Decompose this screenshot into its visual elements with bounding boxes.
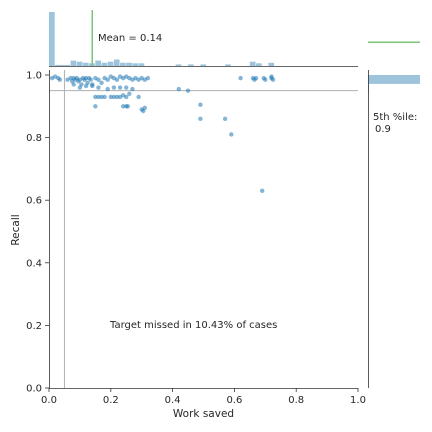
scatter-point — [71, 82, 76, 87]
right-histogram-bar — [368, 75, 420, 84]
scatter-point — [124, 94, 129, 100]
scatter-point — [90, 83, 95, 89]
x-tick-label: 0.0 — [41, 395, 57, 406]
top-histogram-bar — [49, 12, 55, 66]
scatter-point — [176, 86, 181, 92]
top-histogram-bar — [188, 64, 194, 66]
scatter-point — [83, 75, 89, 81]
x-tick-label: 0.6 — [226, 395, 242, 406]
scatter-point — [141, 108, 146, 114]
top-histogram-bar — [256, 63, 262, 66]
top-marginal-histogram: Mean = 0.14 — [49, 10, 358, 67]
top-histogram-bar — [76, 61, 83, 66]
scatter-point — [127, 91, 132, 96]
top-histogram-bar — [107, 61, 114, 66]
scatter-point — [99, 80, 104, 86]
scatter-point — [96, 85, 101, 90]
scatter-point — [222, 116, 228, 122]
scatter-point — [185, 88, 191, 93]
top-histogram-bars — [49, 12, 358, 67]
x-tick-label: 0.2 — [103, 395, 119, 406]
top-histogram-bar — [268, 62, 275, 66]
right-marginal-histogram: 5th %ile: 0.9 — [368, 41, 420, 388]
top-histogram-bar — [225, 64, 231, 66]
right-histogram-bars — [368, 75, 420, 94]
main-scatter-plot: 0.0 0.2 0.4 0.6 0.8 1.0 0.0 0.2 0.4 0.6 0.8 1.0 Wo… — [10, 70, 366, 420]
scatter-point — [77, 85, 83, 90]
top-histogram-bar — [126, 62, 132, 66]
scatter-point — [269, 74, 274, 79]
x-axis-ticks: 0.0 0.2 0.4 0.6 0.8 1.0 — [41, 388, 366, 406]
scatter-point — [114, 94, 120, 100]
top-histogram-bar — [120, 62, 126, 66]
top-histogram-bar — [95, 60, 102, 66]
top-histogram-bar — [132, 63, 139, 66]
scatter-point — [253, 75, 259, 81]
right-percentile-label: 5th %ile: — [373, 112, 417, 123]
scatter-point — [105, 86, 110, 92]
y-tick-label: 0.8 — [26, 133, 42, 144]
scatter-point — [111, 85, 117, 90]
y-tick-label: 0.6 — [26, 196, 42, 207]
scatter-point — [198, 102, 203, 107]
scatter-point — [260, 188, 265, 194]
top-histogram-bar — [82, 62, 89, 66]
x-axis-label: Work saved — [173, 408, 234, 420]
top-histogram-bar — [200, 64, 207, 66]
scatter-point — [111, 94, 117, 100]
scatter-point — [124, 85, 129, 90]
scatter-point — [88, 77, 93, 82]
scatter-point — [57, 77, 63, 82]
scatter-point — [96, 94, 101, 100]
y-tick-label: 0.0 — [26, 384, 42, 395]
scatter-point — [130, 86, 135, 92]
scatter-point — [93, 94, 98, 100]
scatter-point — [114, 77, 120, 82]
top-mean-label: Mean = 0.14 — [98, 33, 162, 44]
y-axis-label: Recall — [10, 214, 22, 245]
top-histogram-bar — [175, 64, 182, 66]
scatter-point — [108, 94, 114, 100]
scatter-point — [96, 77, 101, 82]
scatter-point — [238, 75, 243, 81]
top-histogram-bar — [101, 62, 108, 66]
top-histogram-bar — [249, 61, 256, 66]
scatter-point — [99, 94, 104, 100]
top-histogram-bar — [113, 59, 120, 66]
top-histogram-bar — [55, 64, 71, 66]
scatter-point — [145, 75, 151, 81]
scatter-point — [198, 116, 203, 122]
target-missed-annotation: Target missed in 10.43% of cases — [109, 320, 277, 331]
top-histogram-bar — [138, 63, 145, 66]
x-tick-label: 0.8 — [288, 395, 304, 406]
x-tick-label: 0.4 — [165, 395, 181, 406]
scatter-point — [263, 77, 268, 82]
y-tick-label: 0.4 — [26, 258, 42, 269]
scatter-point — [136, 94, 141, 100]
top-histogram-bar — [70, 60, 77, 66]
scatter-point — [93, 104, 98, 109]
right-percentile-value: 0.9 — [375, 124, 391, 135]
y-axis-ticks: 0.0 0.2 0.4 0.6 0.8 1.0 — [26, 71, 49, 395]
scatter-point — [83, 83, 89, 89]
scatter-points — [49, 74, 276, 194]
x-tick-label: 1.0 — [350, 395, 366, 406]
scatter-point — [120, 104, 126, 109]
y-tick-label: 1.0 — [26, 71, 42, 82]
scatter-point — [229, 132, 234, 137]
scatter-point — [125, 104, 130, 109]
y-tick-label: 0.2 — [26, 321, 42, 332]
scatter-point — [117, 85, 123, 90]
scatter-point — [105, 77, 110, 82]
scatter-point — [102, 94, 107, 100]
